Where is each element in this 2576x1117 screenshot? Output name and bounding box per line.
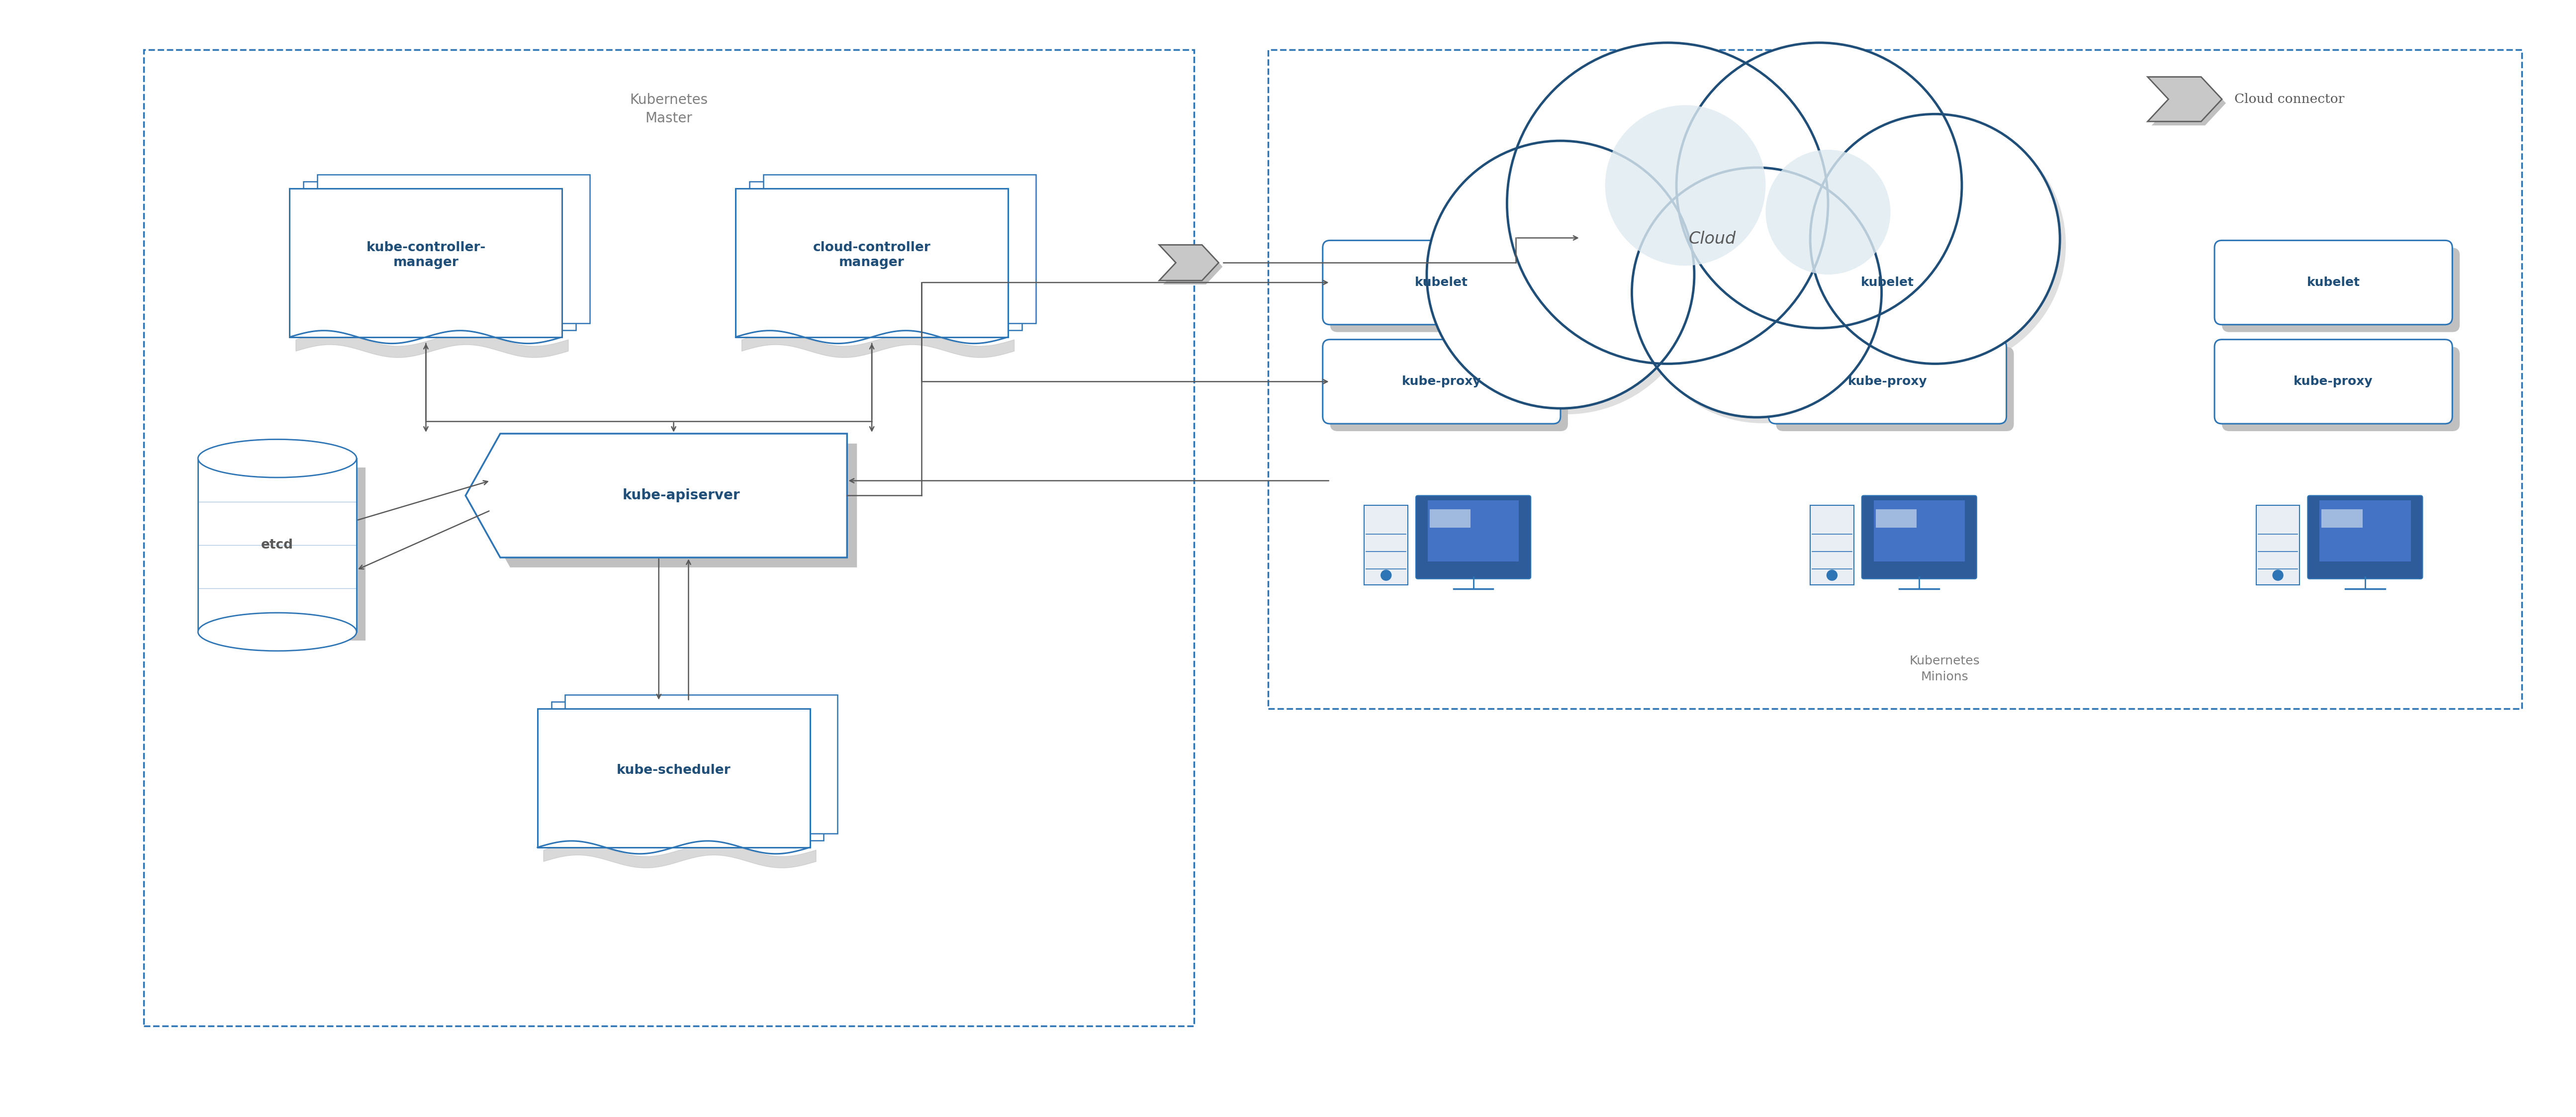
Circle shape — [1682, 49, 1968, 334]
Bar — [198, 458, 355, 632]
Polygon shape — [2148, 77, 2223, 122]
Text: etcd: etcd — [260, 538, 294, 552]
FancyBboxPatch shape — [762, 174, 1036, 323]
Bar — [2321, 509, 2362, 528]
FancyBboxPatch shape — [1417, 496, 1530, 579]
FancyBboxPatch shape — [1321, 340, 1561, 423]
Text: Cloud connector: Cloud connector — [2233, 93, 2344, 105]
Ellipse shape — [198, 439, 355, 477]
FancyBboxPatch shape — [289, 189, 562, 337]
Polygon shape — [2151, 80, 2226, 125]
Ellipse shape — [198, 613, 355, 651]
FancyBboxPatch shape — [551, 701, 824, 840]
FancyBboxPatch shape — [317, 174, 590, 323]
FancyBboxPatch shape — [2308, 496, 2421, 579]
Bar — [2318, 500, 2411, 562]
Text: kube-controller-
manager: kube-controller- manager — [366, 241, 487, 269]
Polygon shape — [1159, 245, 1218, 280]
Circle shape — [1816, 120, 2066, 370]
Circle shape — [1381, 570, 1391, 581]
Circle shape — [1811, 114, 2061, 364]
FancyBboxPatch shape — [1811, 506, 1855, 585]
Text: kube-proxy: kube-proxy — [1401, 375, 1481, 388]
FancyBboxPatch shape — [2215, 240, 2452, 325]
Text: kubelet: kubelet — [1414, 277, 1468, 288]
Bar — [1875, 509, 1917, 528]
FancyBboxPatch shape — [1365, 506, 1409, 585]
Text: kube-proxy: kube-proxy — [1847, 375, 1927, 388]
FancyBboxPatch shape — [538, 708, 809, 848]
FancyBboxPatch shape — [1775, 248, 2014, 332]
Text: kube-apiserver: kube-apiserver — [623, 488, 739, 503]
Text: cloud-controller
manager: cloud-controller manager — [814, 241, 930, 269]
Circle shape — [1638, 173, 1888, 423]
Circle shape — [2272, 570, 2282, 581]
Circle shape — [1512, 49, 1834, 370]
Text: Cloud: Cloud — [1687, 231, 1736, 247]
FancyBboxPatch shape — [1775, 347, 2014, 431]
Bar — [1430, 509, 1471, 528]
Text: kube-scheduler: kube-scheduler — [616, 764, 732, 777]
FancyBboxPatch shape — [304, 181, 577, 331]
FancyBboxPatch shape — [737, 189, 1007, 337]
FancyBboxPatch shape — [750, 181, 1023, 331]
Text: kubelet: kubelet — [1860, 277, 1914, 288]
Bar — [206, 467, 366, 641]
FancyBboxPatch shape — [1321, 240, 1561, 325]
FancyBboxPatch shape — [2215, 340, 2452, 423]
Circle shape — [1677, 42, 1963, 328]
Ellipse shape — [198, 439, 355, 477]
Circle shape — [1826, 570, 1837, 581]
Circle shape — [1605, 105, 1765, 266]
FancyBboxPatch shape — [1329, 248, 1569, 332]
FancyBboxPatch shape — [2257, 506, 2300, 585]
FancyBboxPatch shape — [2223, 347, 2460, 431]
Circle shape — [1631, 168, 1880, 418]
Text: Kubernetes
Minions: Kubernetes Minions — [1909, 656, 1981, 682]
Circle shape — [1765, 150, 1891, 275]
FancyBboxPatch shape — [1862, 496, 1976, 579]
FancyBboxPatch shape — [2223, 248, 2460, 332]
Circle shape — [1432, 146, 1700, 414]
Bar — [144, 49, 1193, 1025]
Circle shape — [1427, 141, 1695, 409]
Text: kube-proxy: kube-proxy — [2293, 375, 2372, 388]
Text: kubelet: kubelet — [2306, 277, 2360, 288]
FancyBboxPatch shape — [1329, 347, 1569, 431]
Bar — [1267, 49, 2522, 708]
FancyBboxPatch shape — [1770, 240, 2007, 325]
Bar — [1427, 500, 1520, 562]
Text: Kubernetes
Master: Kubernetes Master — [629, 93, 708, 125]
FancyBboxPatch shape — [1770, 340, 2007, 423]
Bar — [1873, 500, 1965, 562]
Polygon shape — [466, 433, 848, 557]
Polygon shape — [1164, 249, 1224, 285]
Circle shape — [1507, 42, 1829, 364]
FancyBboxPatch shape — [564, 695, 837, 833]
Polygon shape — [477, 443, 858, 567]
